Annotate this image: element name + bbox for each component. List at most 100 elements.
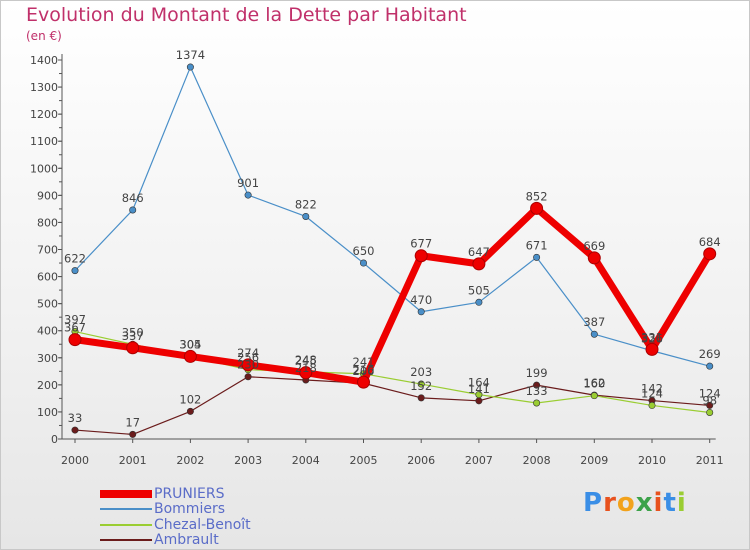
data-label: 901 [237, 176, 259, 190]
data-point [590, 392, 598, 400]
data-point [417, 308, 425, 316]
data-point [186, 407, 194, 415]
data-point [703, 247, 717, 261]
data-point [587, 251, 601, 265]
data-label: 141 [468, 382, 490, 396]
data-label: 142 [641, 382, 663, 396]
data-point [533, 399, 541, 407]
x-tick-label: 2006 [407, 454, 435, 467]
data-label: 304 [179, 338, 201, 352]
x-tick-label: 2005 [350, 454, 378, 467]
data-label: 124 [641, 386, 663, 400]
data-point [241, 358, 255, 372]
data-point [186, 63, 194, 71]
y-tick-label: 200 [37, 379, 58, 392]
logo-letter: i [676, 488, 687, 518]
y-tick-label: 400 [37, 325, 58, 338]
unit-label: (en €) [26, 29, 62, 43]
data-label: 241 [353, 355, 375, 369]
y-tick-label: 300 [37, 352, 58, 365]
data-point [475, 391, 483, 399]
data-label: 470 [410, 293, 432, 307]
data-label: 677 [410, 237, 432, 251]
data-label: 206 [353, 364, 375, 378]
x-tick-label: 2007 [465, 454, 493, 467]
legend-label: PRUNIERS [154, 485, 225, 502]
y-tick-label: 1000 [30, 162, 58, 175]
legend-label: Ambrault [154, 532, 219, 549]
chart-title: Evolution du Montant de la Dette par Hab… [26, 4, 467, 26]
y-tick-label: 500 [37, 298, 58, 311]
x-tick-label: 2008 [523, 454, 551, 467]
data-label: 305 [179, 337, 201, 351]
data-point [417, 380, 425, 388]
data-label: 846 [122, 191, 144, 205]
data-point [472, 257, 486, 271]
legend-item: Bommiers [100, 502, 251, 518]
data-point [417, 394, 425, 402]
data-label: 164 [468, 376, 490, 390]
x-tick-label: 2009 [580, 454, 608, 467]
data-label: 218 [295, 361, 317, 375]
data-point [706, 401, 714, 409]
data-label: 337 [122, 329, 144, 343]
legend-swatch [100, 508, 152, 511]
data-point [357, 375, 370, 389]
data-label: 17 [125, 415, 140, 429]
x-tick-label: 2010 [638, 454, 666, 467]
data-label: 622 [64, 252, 86, 266]
data-label: 505 [468, 283, 490, 297]
data-point [68, 333, 82, 347]
data-point [302, 212, 310, 220]
data-label: 230 [237, 358, 259, 372]
y-tick-label: 600 [37, 271, 58, 284]
data-label: 199 [526, 366, 548, 380]
y-tick-label: 0 [51, 433, 58, 446]
data-label: 160 [583, 377, 605, 391]
data-point [129, 206, 137, 214]
data-label: 98 [702, 393, 717, 407]
data-label: 822 [295, 197, 317, 211]
data-label: 367 [64, 321, 86, 335]
y-tick-label: 1400 [30, 54, 58, 67]
data-label: 210 [353, 363, 375, 377]
data-label: 124 [699, 386, 721, 400]
data-label: 684 [699, 235, 721, 249]
legend-item: Chezal-Benoît [100, 517, 251, 533]
data-label: 647 [468, 245, 490, 259]
data-label: 397 [64, 313, 86, 327]
data-point [71, 426, 79, 434]
logo-letter: t [663, 488, 677, 518]
data-label: 133 [526, 384, 548, 398]
logo-letter: P [583, 488, 604, 518]
x-tick-label: 2000 [61, 454, 89, 467]
data-label: 669 [583, 239, 605, 253]
legend-swatch [100, 539, 152, 542]
data-label: 256 [237, 351, 259, 365]
y-tick-label: 1300 [30, 81, 58, 94]
data-point [475, 298, 483, 306]
data-point [648, 401, 656, 409]
data-point [183, 349, 197, 363]
data-point [129, 430, 137, 438]
y-tick-label: 900 [37, 189, 58, 202]
data-label: 245 [295, 354, 317, 368]
data-point [590, 330, 598, 338]
data-point [533, 253, 541, 261]
data-point [71, 267, 79, 275]
y-tick-label: 800 [37, 216, 58, 229]
x-tick-label: 2001 [119, 454, 147, 467]
legend-swatch [100, 523, 152, 526]
data-point [299, 366, 313, 380]
data-label: 203 [410, 365, 432, 379]
logo-letter: i [653, 488, 664, 518]
x-tick-label: 2011 [696, 454, 724, 467]
data-label: 387 [583, 315, 605, 329]
data-label: 248 [295, 353, 317, 367]
data-point [706, 362, 714, 370]
data-point [706, 408, 714, 416]
data-label: 671 [526, 238, 548, 252]
y-tick-label: 1100 [30, 135, 58, 148]
data-label: 350 [122, 325, 144, 339]
series-line [71, 204, 714, 386]
